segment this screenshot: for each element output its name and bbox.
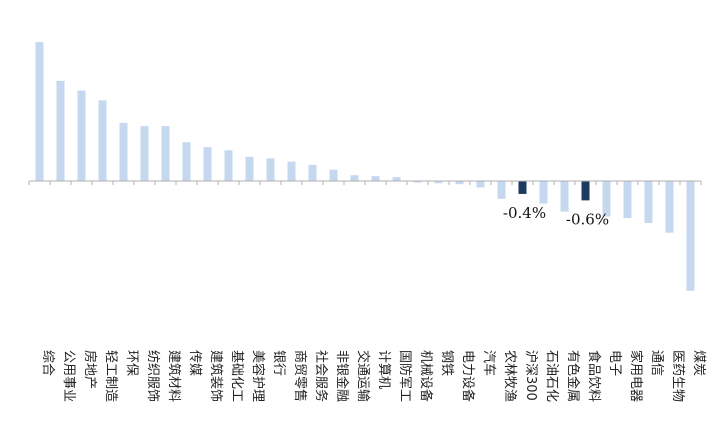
bar-11 [245, 156, 254, 181]
bar-3 [77, 90, 86, 181]
category-label: 沪深300 [523, 350, 539, 401]
data-labels: -0.4% -0.6% [503, 204, 609, 228]
bar-6 [140, 126, 149, 181]
bar-32 [686, 181, 695, 291]
category-label: 建筑材料 [166, 350, 182, 402]
category-label: 电力设备 [460, 350, 476, 402]
category-label: 房地产 [82, 350, 98, 389]
bar-24 [518, 181, 527, 194]
bar-15 [329, 169, 338, 181]
bar-18 [392, 177, 401, 181]
category-label: 建筑装饰 [208, 350, 224, 402]
bar-10 [224, 150, 233, 181]
bar-25 [539, 181, 548, 204]
bars-group [35, 42, 695, 291]
data-label: -0.6% [566, 210, 609, 228]
category-label: 传媒 [187, 350, 202, 376]
category-label: 基础化工 [229, 350, 244, 402]
category-label: 家用电器 [628, 350, 644, 402]
bar-12 [266, 158, 275, 181]
category-label: 计算机 [376, 350, 391, 389]
bar-20 [434, 181, 443, 184]
category-label: 非银金融 [334, 350, 350, 402]
category-label: 通信 [649, 350, 664, 376]
bar-19 [413, 181, 422, 183]
category-label: 纺织服饰 [145, 350, 160, 402]
bar-16 [350, 175, 359, 181]
category-label: 石油石化 [544, 350, 559, 402]
category-label: 社会服务 [313, 350, 329, 402]
category-label: 银行 [271, 350, 286, 376]
category-label: 医药生物 [670, 350, 685, 402]
data-label: -0.4% [503, 204, 546, 222]
bar-13 [287, 161, 296, 181]
category-label: 商贸零售 [292, 350, 308, 402]
category-label: 交通运输 [355, 350, 371, 402]
bar-7 [161, 126, 170, 181]
category-label: 钢铁 [439, 350, 454, 376]
bar-31 [665, 181, 674, 233]
bar-23 [497, 181, 506, 199]
bar-8 [182, 142, 191, 181]
bar-9 [203, 147, 212, 181]
bar-17 [371, 176, 380, 181]
category-label: 公用事业 [61, 350, 76, 402]
category-label: 环保 [124, 350, 139, 376]
bar-14 [308, 164, 317, 181]
category-label: 食品饮料 [586, 350, 602, 402]
category-label: 机械设备 [418, 350, 434, 402]
category-label: 汽车 [481, 350, 497, 376]
category-label: 国防军工 [397, 350, 413, 402]
axis-ticks [28, 181, 702, 185]
category-label: 轻工制造 [103, 350, 118, 402]
bar-26 [560, 181, 569, 212]
bar-22 [476, 181, 485, 188]
bar-28 [602, 181, 611, 217]
category-labels: 综合 公用事业 房地产 轻工制造 环保 纺织服饰 建筑材料 传媒 建筑装饰 基础化工 美容护理 银行商… [40, 350, 706, 402]
category-label: 农林牧渔 [502, 350, 517, 402]
bar-5 [119, 122, 128, 181]
bar-1 [35, 42, 44, 181]
bar-2 [56, 80, 65, 181]
bar-27 [581, 181, 590, 201]
category-label: 煤炭 [691, 350, 706, 376]
bar-4 [98, 100, 107, 181]
category-label: 综合 [40, 350, 55, 376]
category-label: 有色金属 [565, 350, 581, 402]
bar-30 [644, 181, 653, 223]
category-label: 电子 [607, 350, 622, 376]
category-label: 美容护理 [250, 350, 266, 402]
bar-29 [623, 181, 632, 219]
bar-21 [455, 181, 464, 185]
